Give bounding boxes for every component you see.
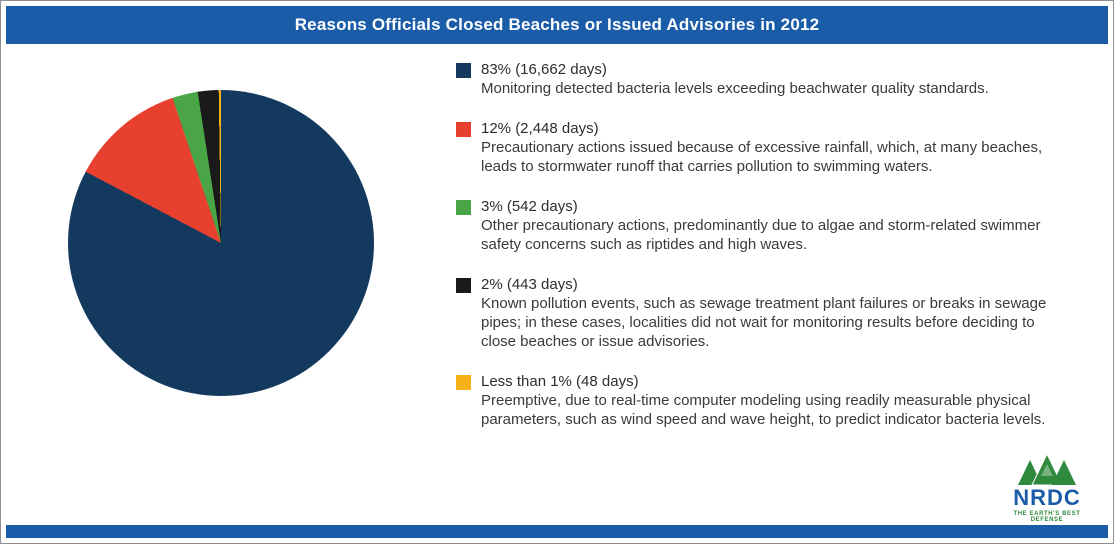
legend-description: Preemptive, due to real-time computer mo… xyxy=(481,392,1046,428)
legend-item: 12% (2,448 days) Precautionary actions is… xyxy=(456,119,1108,176)
legend-label: 2% (443 days) xyxy=(481,276,578,293)
legend-item: 83% (16,662 days) Monitoring detected bac… xyxy=(456,60,1108,98)
legend-description: Other precautionary actions, predominant… xyxy=(481,217,1041,253)
legend-label: 3% (542 days) xyxy=(481,198,578,215)
legend-label: 83% (16,662 days) xyxy=(481,61,607,78)
nrdc-tagline: The Earth's Best Defense xyxy=(1013,511,1081,523)
legend-description: Precautionary actions issued because of … xyxy=(481,139,1043,175)
nrdc-logo: NRDC The Earth's Best Defense xyxy=(1008,454,1086,523)
legend-description: Monitoring detected bacteria levels exce… xyxy=(481,80,989,97)
legend-item: Less than 1% (48 days) Preemptive, due to… xyxy=(456,372,1108,429)
nrdc-trees-icon xyxy=(1018,454,1076,486)
legend-text: 3% (542 days) Other precautionary actions… xyxy=(481,197,1059,254)
content-area: 83% (16,662 days) Monitoring detected bac… xyxy=(6,44,1108,525)
header-bar: Reasons Officials Closed Beaches or Issu… xyxy=(6,6,1108,44)
legend-swatch xyxy=(456,278,471,293)
legend-swatch xyxy=(456,375,471,390)
legend-item: 3% (542 days) Other precautionary actions… xyxy=(456,197,1108,254)
footer-bar xyxy=(6,525,1108,538)
legend-swatch xyxy=(456,122,471,137)
pie-chart xyxy=(68,90,374,396)
legend-swatch xyxy=(456,63,471,78)
legend-text: 83% (16,662 days) Monitoring detected bac… xyxy=(481,60,989,98)
legend-label: Less than 1% (48 days) xyxy=(481,373,639,390)
legend-swatch xyxy=(456,200,471,215)
legend-text: Less than 1% (48 days) Preemptive, due to… xyxy=(481,372,1059,429)
legend-text: 12% (2,448 days) Precautionary actions is… xyxy=(481,119,1059,176)
legend-label: 12% (2,448 days) xyxy=(481,120,599,137)
page-title: Reasons Officials Closed Beaches or Issu… xyxy=(294,15,820,34)
pie-column xyxy=(6,44,456,525)
legend-description: Known pollution events, such as sewage t… xyxy=(481,295,1047,350)
nrdc-logo-text: NRDC xyxy=(1013,485,1081,510)
legend: 83% (16,662 days) Monitoring detected bac… xyxy=(456,44,1108,525)
legend-text: 2% (443 days) Known pollution events, suc… xyxy=(481,275,1059,351)
legend-item: 2% (443 days) Known pollution events, suc… xyxy=(456,275,1108,351)
